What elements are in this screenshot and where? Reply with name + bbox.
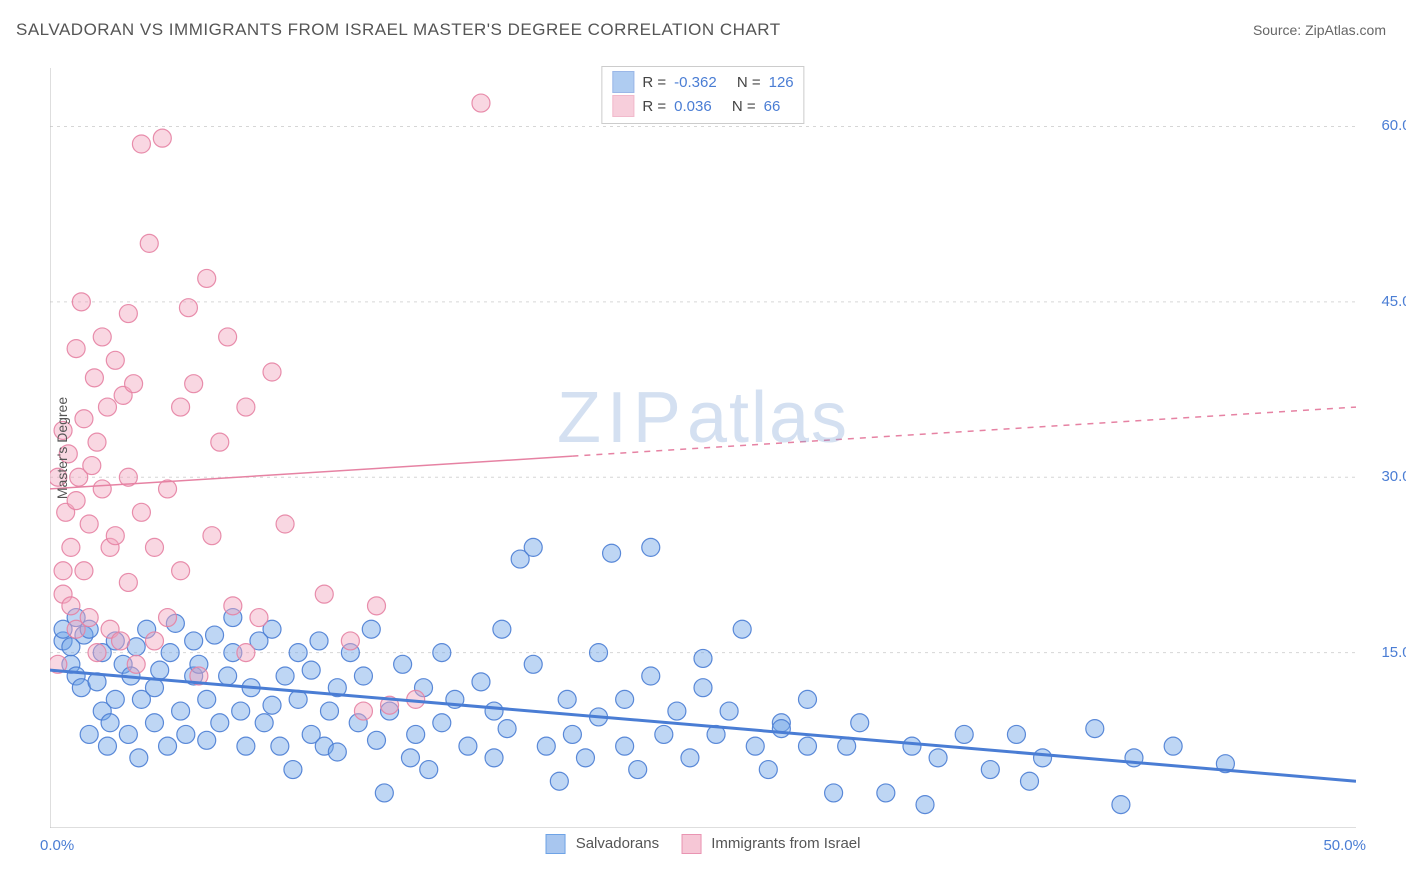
chart-plot-area: Master's Degree ZIPatlas 15.0% 30.0% 45.… (50, 68, 1356, 828)
y-axis-label: Master's Degree (54, 397, 70, 499)
legend-row-series-2: R = 0.036 N = 66 (612, 95, 793, 117)
scatter-chart-svg (50, 68, 1356, 828)
legend-item-2: Immigrants from Israel (681, 834, 860, 854)
legend-swatch-2 (612, 95, 634, 117)
source-attribution: Source: ZipAtlas.com (1253, 22, 1386, 38)
x-tick-label-max: 50.0% (1323, 837, 1366, 854)
legend-swatch-israel (681, 834, 701, 854)
y-tick-label: 30.0% (1364, 468, 1406, 485)
correlation-legend: R = -0.362 N = 126 R = 0.036 N = 66 (601, 66, 804, 124)
legend-row-series-1: R = -0.362 N = 126 (612, 71, 793, 93)
y-tick-label: 15.0% (1364, 644, 1406, 661)
legend-swatch-salvadorans (546, 834, 566, 854)
series-legend: Salvadorans Immigrants from Israel (546, 834, 861, 854)
y-tick-label: 45.0% (1364, 293, 1406, 310)
legend-swatch-1 (612, 71, 634, 93)
legend-item-1: Salvadorans (546, 834, 660, 854)
y-tick-label: 60.0% (1364, 117, 1406, 134)
chart-title: SALVADORAN VS IMMIGRANTS FROM ISRAEL MAS… (16, 20, 781, 40)
x-tick-label-min: 0.0% (40, 837, 74, 854)
